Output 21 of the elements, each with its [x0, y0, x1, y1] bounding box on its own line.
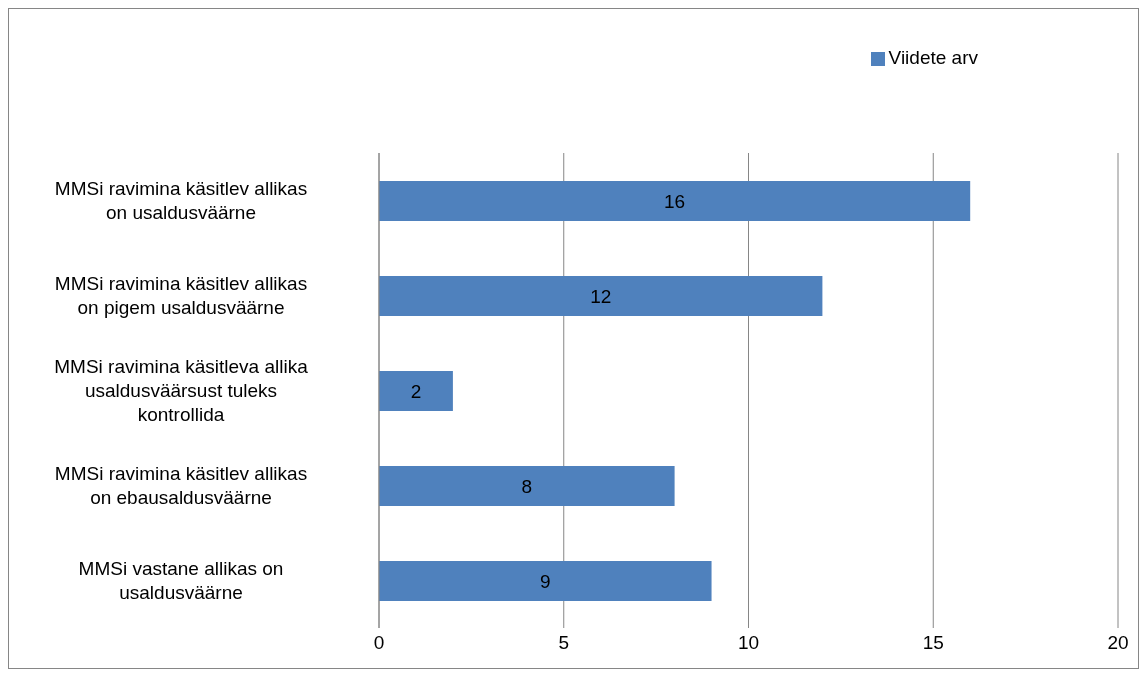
bar	[379, 181, 971, 221]
data-label: 12	[590, 285, 612, 307]
data-label: 9	[539, 570, 551, 592]
bar	[379, 276, 823, 316]
data-label: 16	[664, 190, 686, 212]
x-tick-label: 5	[558, 632, 570, 654]
bar	[379, 561, 712, 601]
y-tick-label: MMSi ravimina käsitlev allikas on ebausaldusväärne	[54, 462, 308, 508]
y-tick-label: MMSi ravimina käsitlev allikas on usaldusväärne	[54, 177, 308, 223]
legend-label: Viidete arv	[888, 47, 978, 68]
y-tick-label: MMSi vastane allikas on usaldusväärne	[78, 557, 284, 603]
x-tick-label: 0	[373, 632, 385, 654]
x-tick-label: 20	[1107, 632, 1129, 654]
y-tick-label: MMSi ravimina käsitleva allika usaldusväärsust tuleks kontrollida	[54, 355, 309, 425]
x-tick-label: 10	[737, 632, 760, 654]
y-tick-label: MMSi ravimina käsitlev allikas on pigem usaldusväärne	[54, 272, 308, 318]
data-label: 8	[521, 475, 533, 497]
bar	[379, 371, 453, 411]
bar	[379, 466, 675, 506]
x-tick-label: 15	[922, 632, 944, 654]
data-label: 2	[410, 380, 422, 402]
